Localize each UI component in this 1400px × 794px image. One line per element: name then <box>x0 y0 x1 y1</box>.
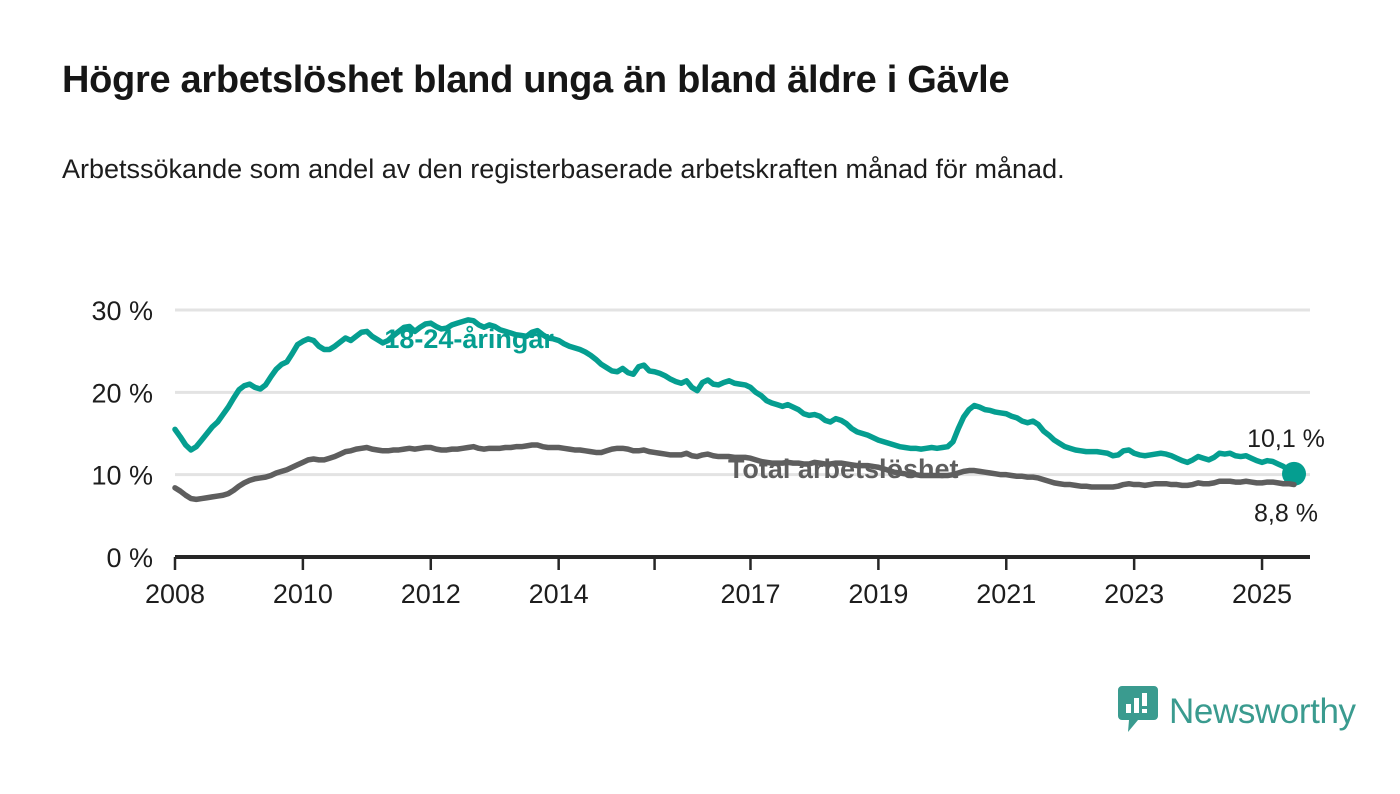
x-axis-tick-label: 2023 <box>1104 579 1164 609</box>
x-axis-tick-label: 2010 <box>273 579 333 609</box>
x-axis-ticks <box>173 557 1264 570</box>
x-axis-tick-label: 2017 <box>720 579 780 609</box>
page-title: Högre arbetslöshet bland unga än bland ä… <box>62 59 1010 101</box>
x-axis-labels: 2008 2010 2012 2014 2017 2019 2021 2023 2025 <box>145 579 1292 609</box>
x-axis-tick-label: 2021 <box>976 579 1036 609</box>
y-axis-tick-label: 10 % <box>91 461 153 491</box>
value-labels: 10,1 % 8,8 % <box>1247 425 1325 528</box>
y-axis-labels: 0 % 10 % 20 % 30 % <box>91 296 153 573</box>
bar-chart-speech-bubble-icon <box>1118 686 1158 737</box>
newsworthy-logo[interactable]: Newsworthy <box>1118 686 1356 737</box>
series-label: 18-24-åringar <box>384 324 554 354</box>
x-axis-tick-label: 2025 <box>1232 579 1292 609</box>
logo-text: Newsworthy <box>1169 691 1356 731</box>
gridlines <box>175 308 1310 477</box>
end-value-label: 8,8 % <box>1254 500 1318 528</box>
x-axis-tick-label: 2014 <box>529 579 589 609</box>
page-subtitle: Arbetssökande som andel av den registerb… <box>62 154 1065 184</box>
series-line <box>172 317 1297 477</box>
series-label: Total arbetslöshet <box>728 454 959 484</box>
x-axis-tick-label: 2008 <box>145 579 205 609</box>
y-axis-tick-label: 20 % <box>91 378 153 408</box>
end-point-marker <box>1282 461 1307 486</box>
y-axis-tick-label: 0 % <box>106 543 153 573</box>
series-lines <box>172 317 1307 503</box>
series-labels: 18-24-åringar Total arbetslöshet <box>384 324 958 484</box>
y-axis-tick-label: 30 % <box>91 296 153 326</box>
x-axis-tick-label: 2012 <box>401 579 461 609</box>
end-value-label: 10,1 % <box>1247 425 1325 453</box>
x-axis-tick-label: 2019 <box>848 579 908 609</box>
series-line <box>172 442 1297 503</box>
